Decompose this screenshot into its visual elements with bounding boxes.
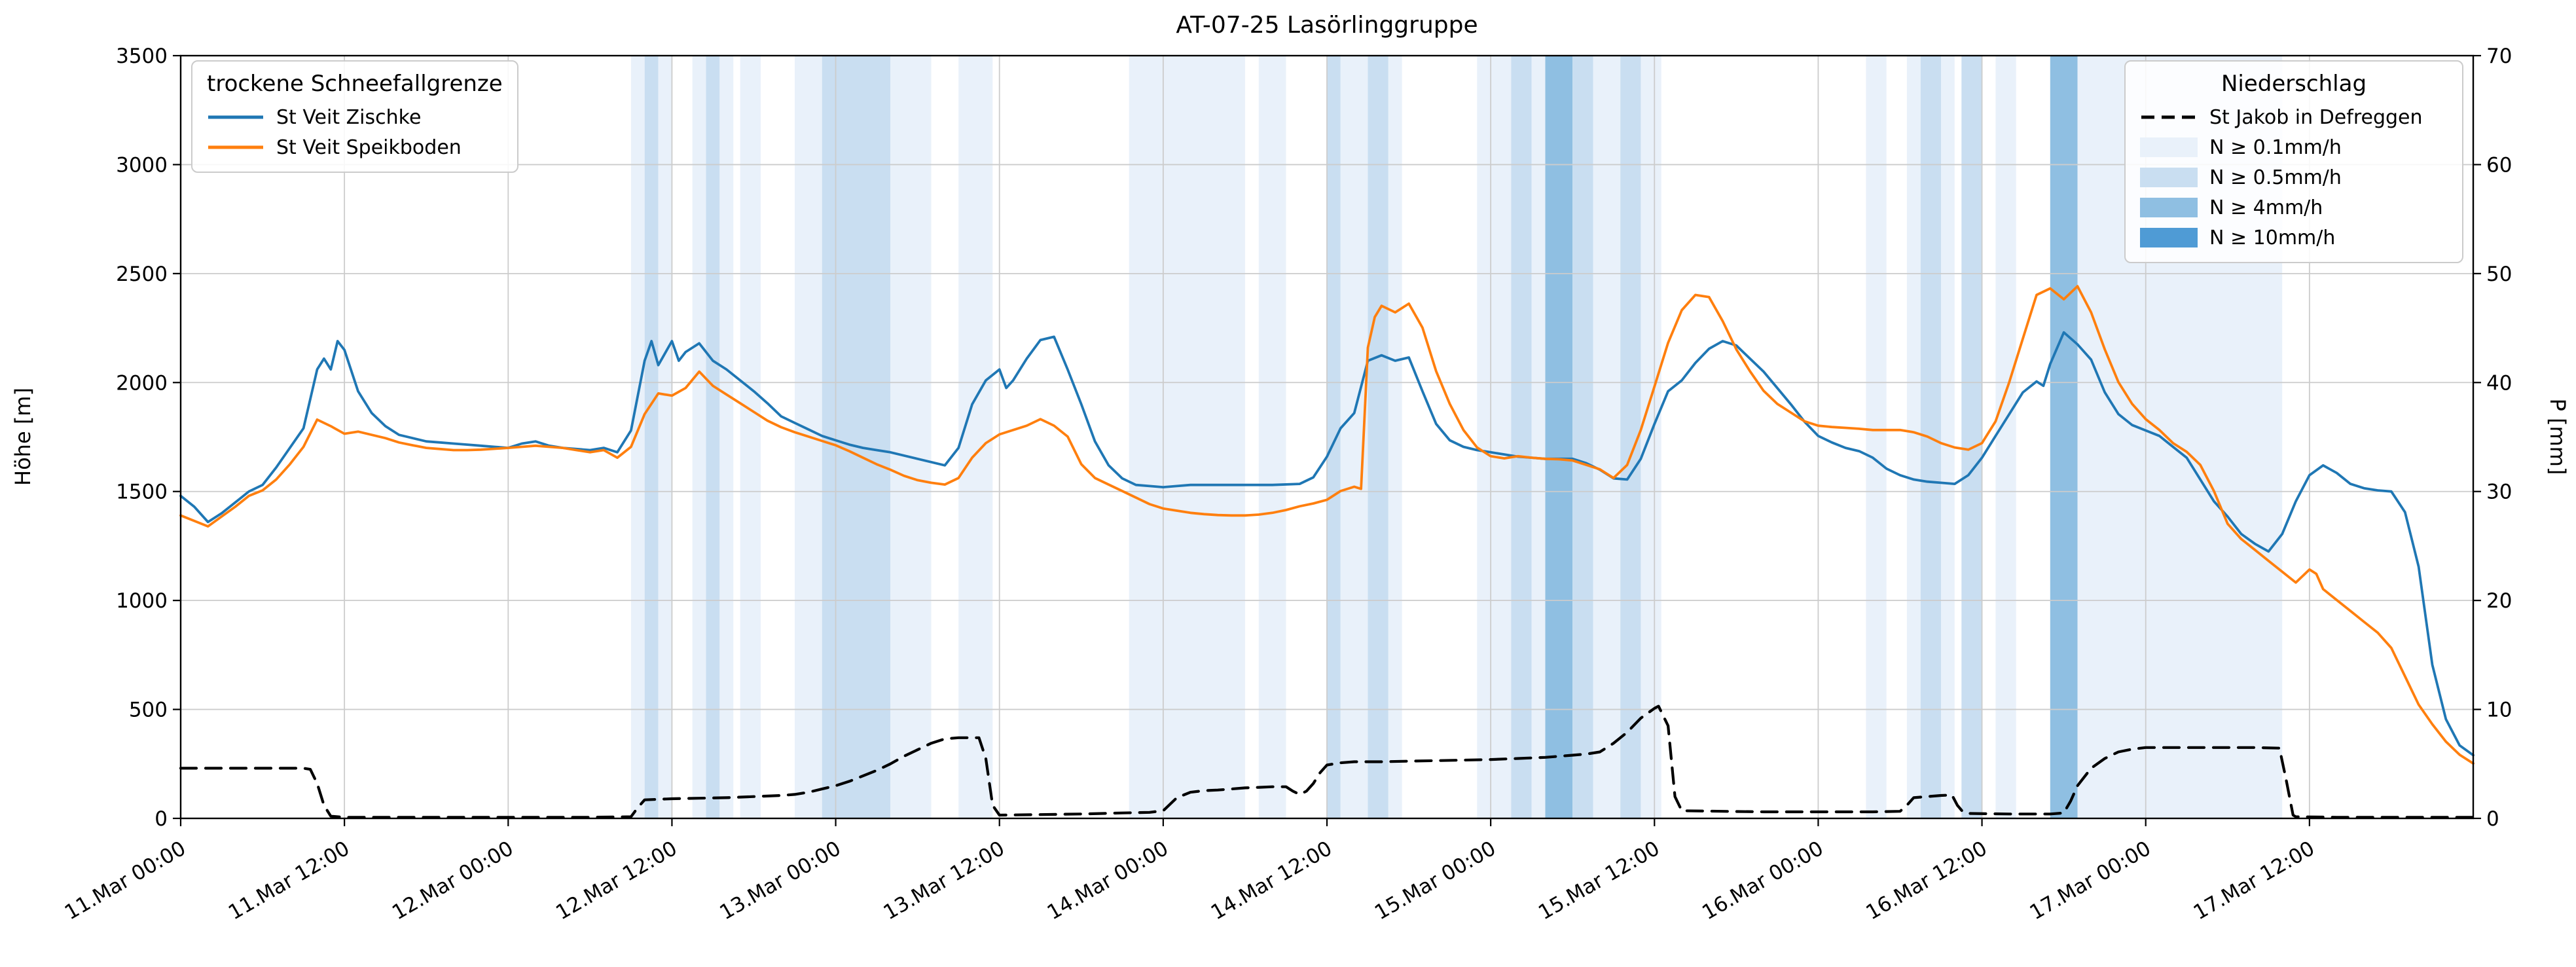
precip-band: [1995, 56, 2016, 818]
line-swatch-orange-icon: [208, 145, 263, 149]
x-tick-label: 11.Mar 00:00: [61, 837, 190, 925]
y-right-tick-label: 20: [2486, 589, 2512, 613]
legend-item-label: N ≥ 10mm/h: [2209, 226, 2336, 249]
legend-item-speikboden: St Veit Speikboden: [207, 132, 503, 162]
precip-band: [658, 56, 672, 818]
band-swatch-4-icon: [2140, 198, 2198, 217]
precip-band: [1572, 56, 1593, 818]
x-tick-label: 14.Mar 00:00: [1043, 837, 1172, 925]
precip-band: [1477, 56, 1512, 818]
series-layer: [179, 285, 2475, 819]
precip-bands-layer: [630, 56, 2283, 818]
precip-band: [1368, 56, 1388, 818]
legend-item-band-01: N ≥ 0.1mm/h: [2140, 132, 2448, 162]
legend-item-band-4: N ≥ 4mm/h: [2140, 192, 2448, 223]
precip-band: [835, 56, 890, 818]
x-tick-label: 11.Mar 12:00: [225, 837, 354, 925]
y-right-tick-label: 60: [2486, 153, 2512, 177]
series-line-st-jakob-in-defreggen: [179, 704, 2475, 819]
y-left-tick-label: 3500: [116, 45, 168, 68]
precip-band: [958, 56, 993, 818]
legend-item-label: St Veit Zischke: [276, 105, 422, 129]
y-axis-left-label: Höhe [m]: [10, 388, 35, 486]
dashed-line-swatch-icon: [2141, 115, 2196, 119]
y-left-tick-label: 2500: [116, 263, 168, 286]
precip-band: [630, 56, 645, 818]
y-axis-right-label: P [mm]: [2545, 399, 2570, 475]
precip-band: [1641, 56, 1661, 818]
legend-item-label: St Jakob in Defreggen: [2209, 105, 2423, 129]
y-left-tick-label: 0: [154, 807, 168, 831]
x-tick-label: 17.Mar 12:00: [2190, 837, 2319, 925]
precip-band: [1327, 56, 1341, 818]
x-tick-label: 15.Mar 12:00: [1534, 837, 1663, 925]
precip-band: [740, 56, 761, 818]
precip-band: [1129, 56, 1245, 818]
legend-precipitation-title: Niederschlag: [2221, 71, 2367, 97]
x-tick-label: 16.Mar 12:00: [1862, 837, 1991, 925]
line-swatch-blue-icon: [208, 115, 263, 119]
precip-band: [1593, 56, 1621, 818]
precip-band: [706, 56, 720, 818]
band-swatch-05-icon: [2140, 168, 2198, 187]
x-tick-label: 17.Mar 00:00: [2025, 837, 2154, 925]
legend-item-band-05: N ≥ 0.5mm/h: [2140, 162, 2448, 192]
precip-band: [1388, 56, 1402, 818]
legend-item-band-10: N ≥ 10mm/h: [2140, 223, 2448, 253]
x-tick-label: 13.Mar 12:00: [879, 837, 1008, 925]
legend-item-label: N ≥ 0.1mm/h: [2209, 136, 2342, 159]
legend-item-label: N ≥ 4mm/h: [2209, 196, 2323, 219]
precip-band: [644, 56, 659, 818]
legend-item-defreggen: St Jakob in Defreggen: [2140, 102, 2448, 132]
series-line-st-veit-zischke: [179, 331, 2475, 757]
series-line-st-veit-speikboden: [179, 285, 2475, 765]
y-right-tick-label: 50: [2486, 263, 2512, 286]
precip-band: [2050, 56, 2078, 818]
y-left-tick-label: 1500: [116, 481, 168, 504]
y-right-tick-label: 70: [2486, 45, 2512, 68]
precip-band: [1511, 56, 1532, 818]
precip-band: [1906, 56, 1921, 818]
precip-band: [1545, 56, 1573, 818]
legend-snowfall-line: trockene Schneefallgrenze St Veit Zischk…: [191, 60, 518, 173]
x-tick-label: 14.Mar 12:00: [1207, 837, 1336, 925]
y-right-tick-label: 10: [2486, 699, 2512, 722]
legend-item-zischke: St Veit Zischke: [207, 102, 503, 132]
x-tick-label: 12.Mar 00:00: [388, 837, 517, 925]
precip-band: [1531, 56, 1546, 818]
y-left-tick-label: 500: [129, 699, 168, 722]
precip-band: [1258, 56, 1286, 818]
precip-band: [1941, 56, 1955, 818]
x-tick-label: 12.Mar 12:00: [552, 837, 681, 925]
y-right-tick-label: 40: [2486, 371, 2512, 395]
legend-item-label: N ≥ 0.5mm/h: [2209, 166, 2342, 189]
x-tick-label: 13.Mar 00:00: [716, 837, 844, 925]
band-swatch-01-icon: [2140, 137, 2198, 157]
precip-band: [890, 56, 932, 818]
y-left-tick-label: 1000: [116, 589, 168, 613]
y-left-tick-label: 2000: [116, 371, 168, 395]
plot-frame: [179, 54, 2475, 820]
axes-layer: [173, 54, 2481, 826]
precip-band: [1866, 56, 1887, 818]
precip-band: [692, 56, 706, 818]
precip-band: [719, 56, 734, 818]
x-tick-label: 16.Mar 00:00: [1698, 837, 1827, 925]
chart-title: AT-07-25 Lasörlinggruppe: [1176, 12, 1478, 39]
band-swatch-10-icon: [2140, 228, 2198, 247]
legend-precipitation: Niederschlag St Jakob in Defreggen N ≥ 0…: [2124, 60, 2463, 263]
y-right-tick-label: 30: [2486, 481, 2512, 504]
legend-item-label: St Veit Speikboden: [276, 136, 462, 159]
y-left-tick-label: 3000: [116, 153, 168, 177]
y-right-tick-label: 0: [2486, 807, 2499, 831]
legend-snowfall-title: trockene Schneefallgrenze: [207, 71, 503, 97]
precip-band: [1961, 56, 1982, 818]
x-tick-label: 15.Mar 00:00: [1371, 837, 1500, 925]
